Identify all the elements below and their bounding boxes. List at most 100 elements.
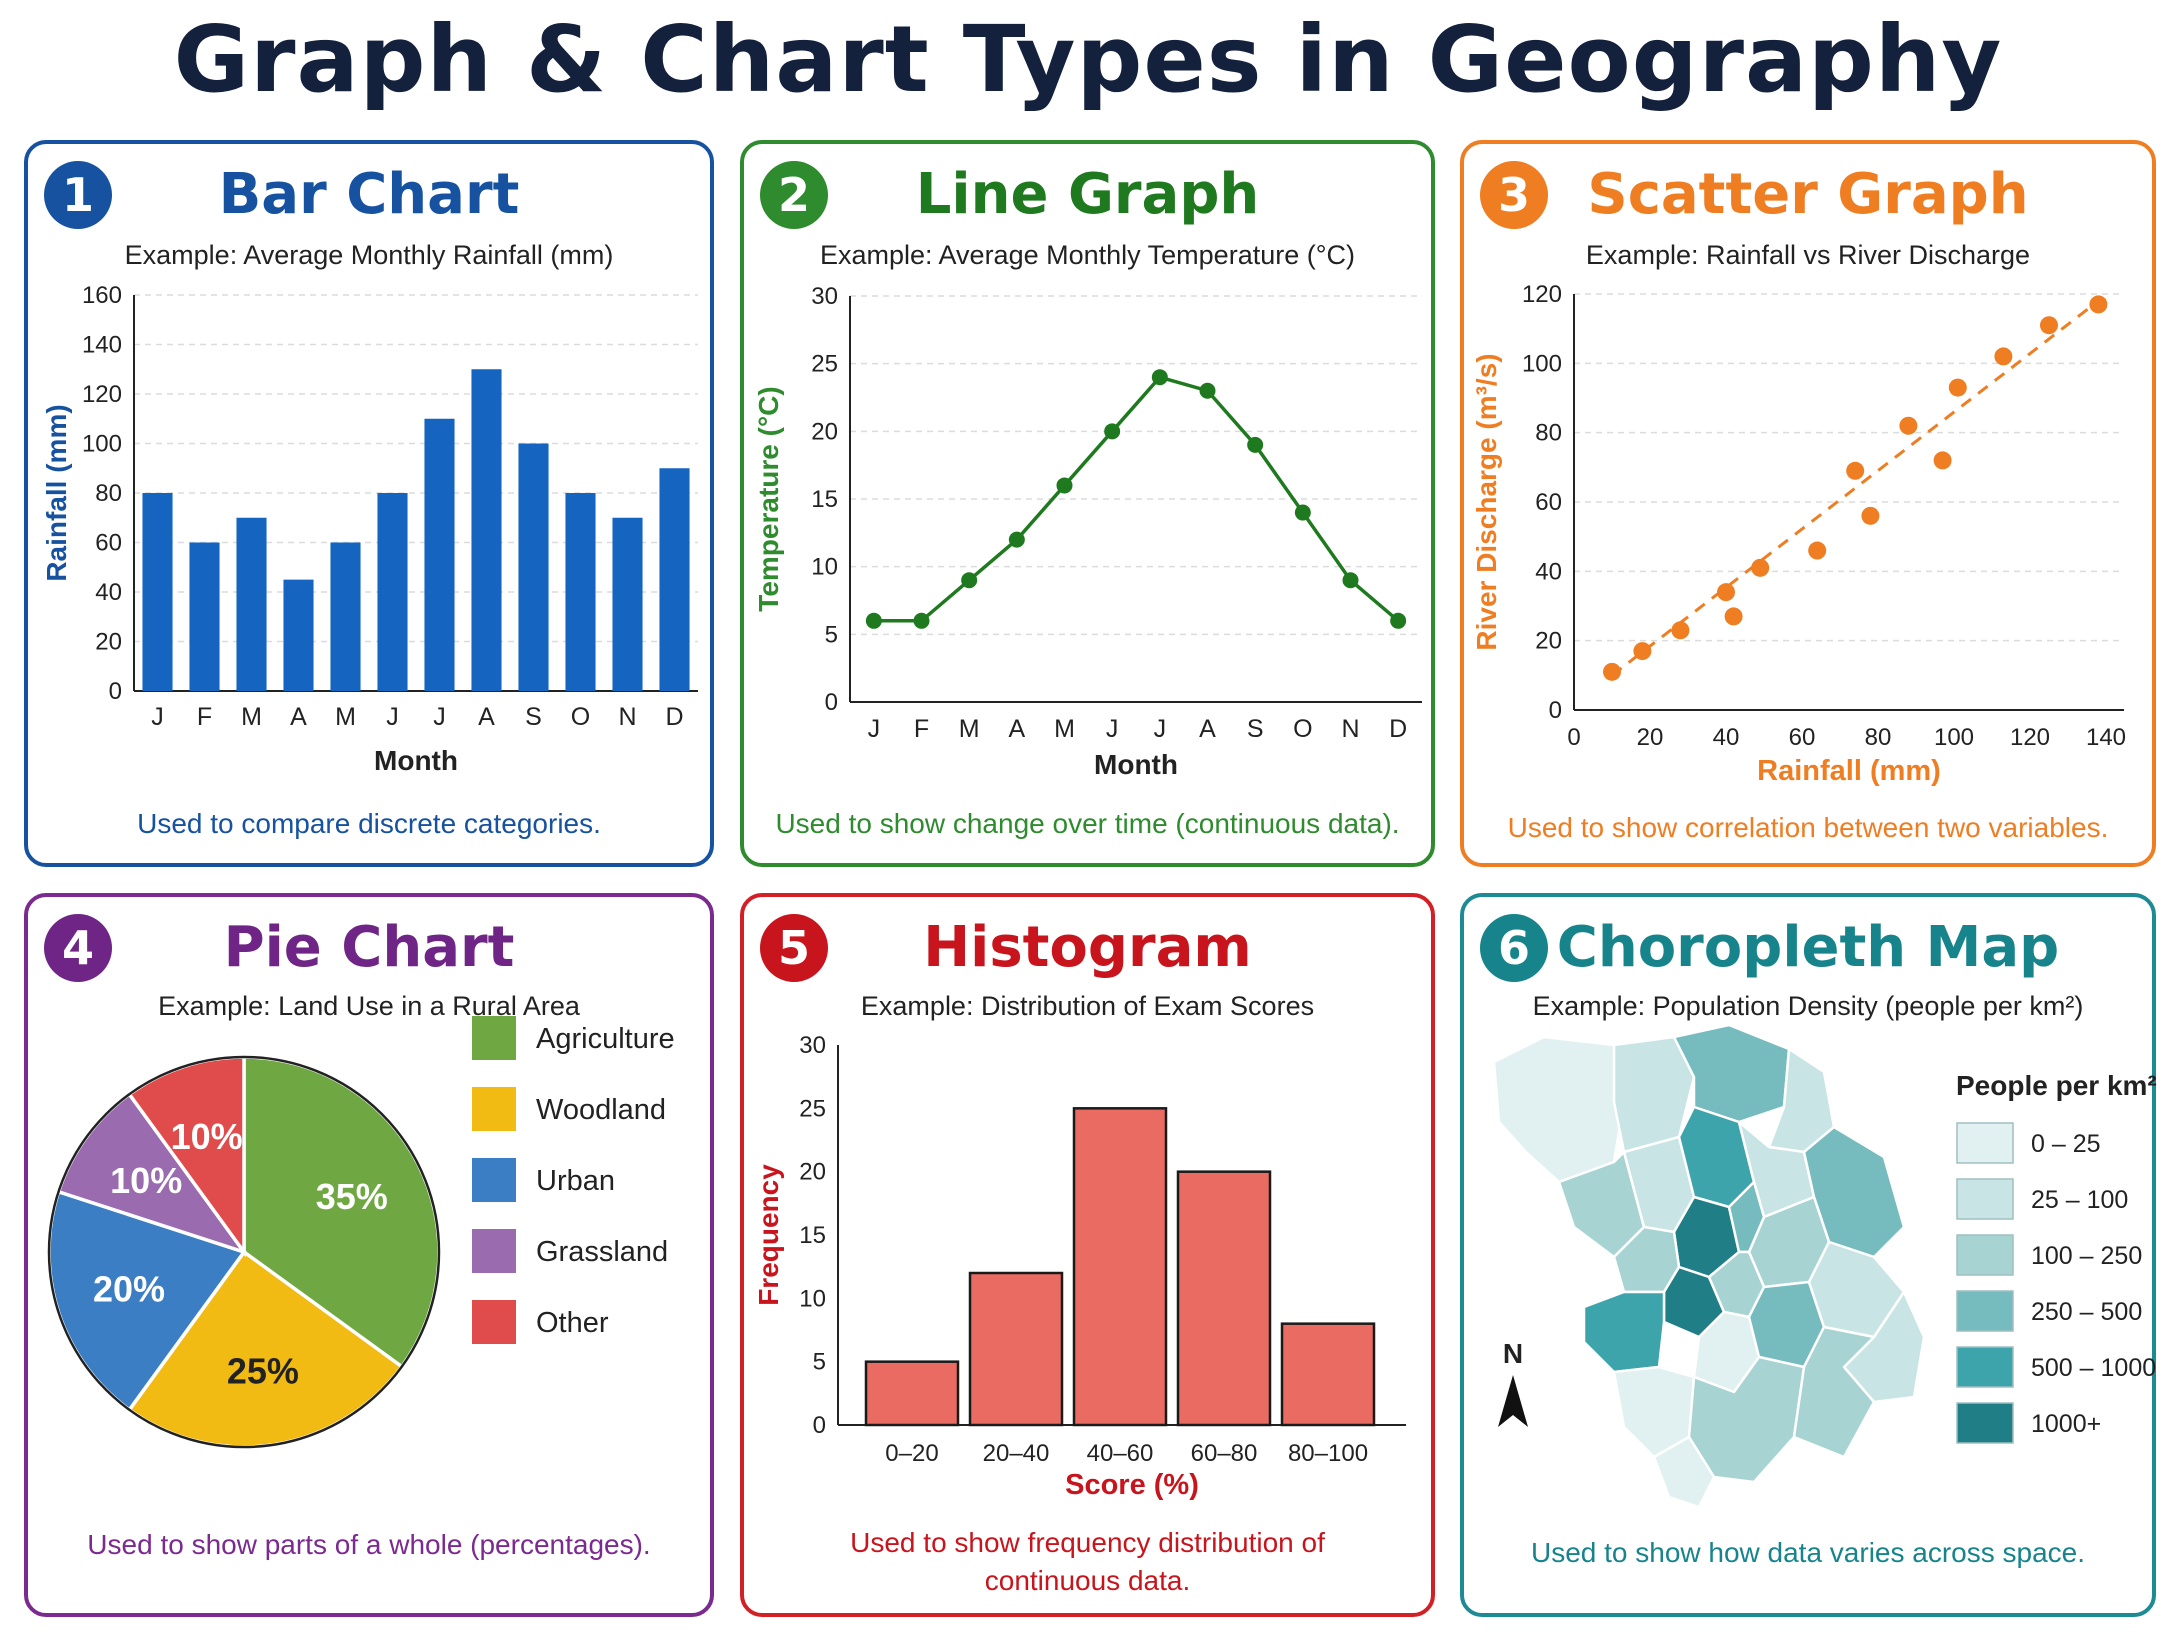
legend-swatch [1956,1290,2014,1332]
pie-slice-label: 35% [316,1176,388,1217]
legend-swatch [472,1300,516,1344]
panel-title: Line Graph [915,162,1260,227]
y-tick-label: 120 [82,381,122,408]
panel-description: Used to show parts of a whole (percentag… [87,1529,651,1560]
data-point [1717,583,1735,602]
x-tick-label: 80 [1865,724,1892,751]
y-tick-label: 140 [82,332,122,359]
legend-label: 25 – 100 [2031,1186,2128,1214]
x-axis-title: Month [374,745,458,776]
y-tick-label: 25 [799,1095,826,1122]
histogram-chart: 0 5 10 15 20 25 30 0–20 20–40 40–60 60–80 80–100 Sco… [753,1032,1406,1501]
x-tick-label: J [1106,715,1119,743]
line-graph-panel: 2 Line Graph Example: Average Monthly Te… [740,140,1435,867]
data-point [1008,531,1025,548]
x-tick-label: 40–60 [1087,1440,1154,1467]
y-tick-label: 10 [799,1285,826,1312]
y-tick-label: 40 [1535,558,1562,585]
pie-slice-label: 25% [227,1350,299,1391]
choropleth-map: N People per km² 0 – 25 25 – 100 100 – 250 25… [1492,1023,2157,1509]
bar [659,468,690,691]
x-tick-label: 80–100 [1288,1440,1368,1467]
legend-label: 250 – 500 [2031,1298,2142,1326]
y-axis-title: Frequency [753,1164,784,1306]
y-tick-label: 60 [95,530,122,557]
x-tick-label: J [386,703,399,731]
y-axis-title: Temperature (°C) [753,386,784,611]
panel-description: Used to show change over time (continuou… [775,808,1400,839]
data-point [1151,369,1168,386]
legend-label: 100 – 250 [2031,1242,2142,1270]
map-region [1582,1290,1666,1374]
panel-number-badge: 5 [760,914,828,982]
map-region [1492,1035,1626,1184]
data-point [1751,558,1770,577]
bar [142,493,173,691]
y-tick-label: 120 [1522,281,1562,308]
panel-title: Histogram [923,915,1252,980]
histogram-bar [1280,1322,1376,1427]
panel-subtitle: Example: Average Monthly Temperature (°C… [819,240,1356,270]
legend-label: Woodland [536,1094,666,1126]
legend-label: 500 – 1000 [2031,1354,2156,1382]
x-tick-label: N [618,703,636,731]
data-point [1846,461,1865,480]
pie-outline [47,1055,441,1449]
x-tick-label: J [433,703,446,731]
bar [377,493,408,691]
y-tick-label: 20 [1535,628,1562,655]
y-tick-label: 40 [95,579,122,606]
legend-swatch [472,1158,516,1202]
x-tick-label: F [197,703,212,731]
data-point [1671,621,1690,640]
scatter-graph-panel: 3 Scatter Graph Example: Rainfall vs Riv… [1460,140,2156,867]
data-point [1948,378,1967,397]
data-point [1104,423,1121,440]
data-point [1633,642,1652,661]
choropleth-map-panel: 6 Choropleth Map Example: Population Den… [1460,893,2157,1617]
scatter-chart: 0 20 40 60 80 100 120 0 20 40 60 80 100 120 140 Rainfal… [1471,281,2126,787]
pie-slice-label: 10% [110,1160,182,1201]
pie-slice-label: 20% [93,1268,165,1309]
data-point [1390,612,1407,629]
page-title: Graph & Chart Types in Geography [173,6,2003,113]
x-tick-label: 140 [2086,724,2126,751]
x-tick-label: M [959,715,980,743]
panel-number-badge: 1 [44,161,112,229]
legend-swatch [472,1229,516,1273]
legend-label: 0 – 25 [2031,1130,2101,1158]
panel-number-badge: 4 [44,914,112,982]
pie-slice-label: 10% [171,1116,243,1157]
data-point [913,612,930,629]
x-tick-label: A [1199,715,1216,743]
x-tick-label: S [525,703,542,731]
x-tick-label: M [241,703,262,731]
panel-description: Used to show correlation between two var… [1507,812,2109,843]
y-tick-label: 20 [799,1159,826,1186]
x-tick-label: O [1293,715,1312,743]
y-tick-label: 0 [109,678,122,705]
y-tick-label: 15 [811,486,838,513]
map-region [1792,1325,1876,1459]
data-point [961,572,978,589]
panel-subtitle: Example: Average Monthly Rainfall (mm) [124,240,614,270]
panel-number-badge: 3 [1480,161,1548,229]
data-point [2040,316,2058,335]
y-tick-label: 30 [811,283,838,310]
x-tick-label: 20–40 [983,1440,1050,1467]
north-arrow-icon [1498,1375,1528,1427]
x-tick-label: 60 [1789,724,1816,751]
histogram-bar [1072,1107,1168,1427]
data-point [1056,477,1073,494]
x-tick-label: 120 [2010,724,2050,751]
x-tick-label: N [1341,715,1359,743]
panel-title: Bar Chart [218,162,520,227]
y-tick-label: 0 [825,689,838,716]
x-tick-label: 0 [1567,724,1580,751]
y-axis-title: River Discharge (m³/s) [1471,353,1502,650]
pie-chart-panel: 4 Pie Chart Example: Land Use in a Rural… [24,893,714,1617]
y-tick-label: 0 [813,1412,826,1439]
data-point [1861,506,1880,525]
panel-title: Pie Chart [223,915,515,980]
